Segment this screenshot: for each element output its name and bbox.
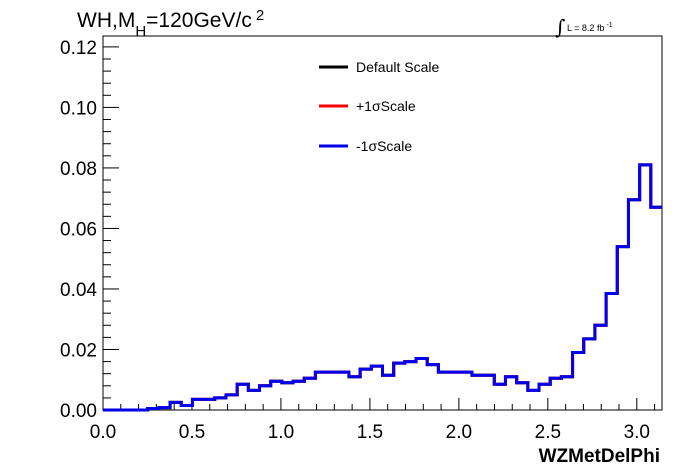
x-axis-label: WZMetDelPhi — [539, 446, 660, 467]
legend-label: -1σScale — [356, 138, 412, 154]
x-tick-label: 1.0 — [268, 422, 294, 443]
x-tick-label: 3.0 — [624, 422, 650, 443]
y-axis: 0.00 0.02 0.04 0.06 0.08 0.10 0.12 — [60, 38, 119, 422]
chart-title-subscript: H — [135, 23, 146, 40]
series-layer — [103, 163, 662, 412]
series-line-3 — [103, 163, 662, 412]
lumi-text: L = 8.2 fb — [567, 23, 604, 33]
plot-frame — [102, 35, 663, 411]
chart-title-main: WH,M — [77, 9, 135, 32]
x-axis: 0.0 0.5 1.0 1.5 2.0 2.5 3.0 — [90, 398, 656, 443]
lumi-superscript: -1 — [606, 22, 612, 29]
y-tick-label: 0.06 — [60, 219, 97, 240]
y-tick-label: 0.10 — [60, 98, 97, 119]
chart-title-value: =120GeV/c — [146, 9, 252, 32]
lumi-label: L = 8.2 fb -1 — [567, 22, 613, 33]
x-tick-label: 2.0 — [446, 422, 472, 443]
chart-title-superscript: 2 — [256, 7, 264, 24]
y-tick-label: 0.04 — [60, 280, 97, 301]
lumi-integral-symbol: ∫ — [555, 15, 565, 39]
y-tick-label: 0.08 — [60, 159, 97, 180]
y-tick-label: 0.12 — [60, 38, 97, 59]
chart-title: WH,MH=120GeV/c 2 — [77, 7, 264, 40]
y-tick-label: 0.00 — [60, 401, 97, 422]
y-tick-label: 0.02 — [60, 340, 97, 361]
x-tick-label: 0.5 — [179, 422, 205, 443]
legend-label: +1σScale — [356, 98, 416, 114]
legend: Default Scale +1σScale -1σScale — [319, 59, 439, 154]
x-tick-label: 0.0 — [90, 422, 116, 443]
x-tick-label: 2.5 — [535, 422, 561, 443]
x-tick-label: 1.5 — [357, 422, 383, 443]
legend-label: Default Scale — [356, 59, 439, 75]
